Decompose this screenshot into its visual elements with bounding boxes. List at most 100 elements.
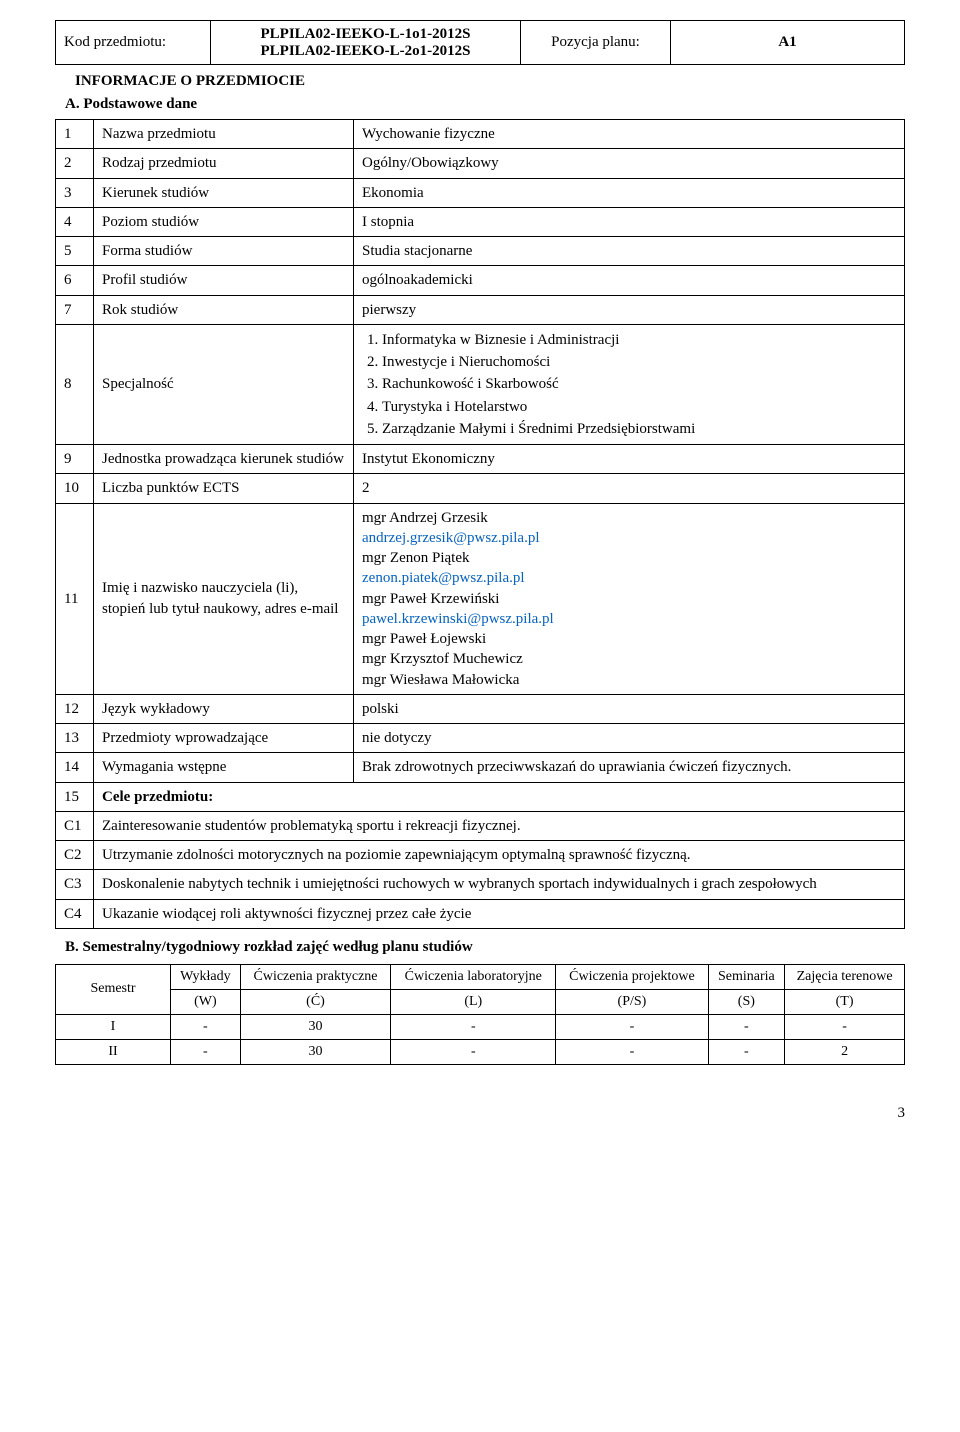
row-key: Wymagania wstępne <box>94 753 354 782</box>
col-cw-lab: Ćwiczenia laboratoryjne <box>391 964 556 989</box>
spec-item: Inwestycje i Nieruchomości <box>382 351 896 373</box>
teacher-name: mgr Krzysztof Muchewicz <box>362 649 896 669</box>
row-val: I stopnia <box>354 207 905 236</box>
table-row: 7 Rok studiów pierwszy <box>56 295 905 324</box>
row-key: Poziom studiów <box>94 207 354 236</box>
table-row: 4 Poziom studiów I stopnia <box>56 207 905 236</box>
row-val: Instytut Ekonomiczny <box>354 445 905 474</box>
row-num: 1 <box>56 120 94 149</box>
row-key: Przedmioty wprowadzające <box>94 724 354 753</box>
row-num: C2 <box>56 841 94 870</box>
row-val: pierwszy <box>354 295 905 324</box>
cell: - <box>785 1014 905 1039</box>
row-val: mgr Andrzej Grzesik andrzej.grzesik@pwsz… <box>354 503 905 694</box>
table-row: 10 Liczba punktów ECTS 2 <box>56 474 905 503</box>
table-row: 15 Cele przedmiotu: <box>56 782 905 811</box>
row-val: Doskonalenie nabytych technik i umiejętn… <box>94 870 905 899</box>
table-row: 14 Wymagania wstępne Brak zdrowotnych pr… <box>56 753 905 782</box>
kod-label: Kod przedmiotu: <box>56 21 211 65</box>
row-val: Brak zdrowotnych przeciwwskazań do upraw… <box>354 753 905 782</box>
table-row: C4 Ukazanie wiodącej roli aktywności fiz… <box>56 899 905 928</box>
code-line2: PLPILA02-IEEKO-L-2o1-2012S <box>219 43 512 60</box>
row-num: 7 <box>56 295 94 324</box>
row-num: 8 <box>56 324 94 444</box>
col-seminaria: Seminaria <box>708 964 785 989</box>
teacher-name: mgr Paweł Łojewski <box>362 629 896 649</box>
table-row: 1 Nazwa przedmiotu Wychowanie fizyczne <box>56 120 905 149</box>
row-key: Rok studiów <box>94 295 354 324</box>
row-val: Ukazanie wiodącej roli aktywności fizycz… <box>94 899 905 928</box>
cell: - <box>556 1039 708 1064</box>
teacher-email: zenon.piatek@pwsz.pila.pl <box>362 568 896 588</box>
row-val: Informatyka w Biznesie i Administracji I… <box>354 324 905 444</box>
col-cw-proj: Ćwiczenia projektowe <box>556 964 708 989</box>
table-row: 12 Język wykładowy polski <box>56 694 905 723</box>
section-a-title: A. Podstawowe dane <box>65 96 905 113</box>
row-val: ogólnoakademicki <box>354 266 905 295</box>
teacher-name: mgr Paweł Krzewiński <box>362 589 896 609</box>
col-wyklady: Wykłady <box>171 964 241 989</box>
row-num: 2 <box>56 149 94 178</box>
table-row: 11 Imię i nazwisko nauczyciela (li), sto… <box>56 503 905 694</box>
row-val: 2 <box>354 474 905 503</box>
row-num: 12 <box>56 694 94 723</box>
row-num: 10 <box>56 474 94 503</box>
table-row: 3 Kierunek studiów Ekonomia <box>56 178 905 207</box>
table-row: C1 Zainteresowanie studentów problematyk… <box>56 811 905 840</box>
row-key: Język wykładowy <box>94 694 354 723</box>
row-val: Zainteresowanie studentów problematyką s… <box>94 811 905 840</box>
table-row: 2 Rodzaj przedmiotu Ogólny/Obowiązkowy <box>56 149 905 178</box>
row-key: Imię i nazwisko nauczyciela (li), stopie… <box>94 503 354 694</box>
info-title: INFORMACJE O PRZEDMIOCIE <box>75 73 905 90</box>
cell: - <box>171 1039 241 1064</box>
teacher-name: mgr Andrzej Grzesik <box>362 508 896 528</box>
table-row: C2 Utrzymanie zdolności motorycznych na … <box>56 841 905 870</box>
schedule-table: Semestr Wykłady Ćwiczenia praktyczne Ćwi… <box>55 964 905 1065</box>
section-b-title: B. Semestralny/tygodniowy rozkład zajęć … <box>65 939 905 956</box>
row-key: Liczba punktów ECTS <box>94 474 354 503</box>
schedule-header-row: Semestr Wykłady Ćwiczenia praktyczne Ćwi… <box>56 964 905 989</box>
table-row: 8 Specjalność Informatyka w Biznesie i A… <box>56 324 905 444</box>
code-line1: PLPILA02-IEEKO-L-1o1-2012S <box>219 26 512 43</box>
row-num: 3 <box>56 178 94 207</box>
teacher-email: pawel.krzewinski@pwsz.pila.pl <box>362 609 896 629</box>
row-key: Cele przedmiotu: <box>94 782 905 811</box>
spec-item: Turystyka i Hotelarstwo <box>382 396 896 418</box>
row-num: C3 <box>56 870 94 899</box>
main-table: 1 Nazwa przedmiotu Wychowanie fizyczne 2… <box>55 119 905 929</box>
col-semestr: Semestr <box>56 964 171 1014</box>
table-row: 5 Forma studiów Studia stacjonarne <box>56 237 905 266</box>
schedule-data-row: I - 30 - - - - <box>56 1014 905 1039</box>
row-val: polski <box>354 694 905 723</box>
cell: - <box>708 1014 785 1039</box>
cell: - <box>391 1039 556 1064</box>
row-num: C4 <box>56 899 94 928</box>
cell: - <box>391 1014 556 1039</box>
row-num: 5 <box>56 237 94 266</box>
row-key: Specjalność <box>94 324 354 444</box>
row-key: Kierunek studiów <box>94 178 354 207</box>
spec-item: Rachunkowość i Skarbowość <box>382 373 896 395</box>
code-l: (L) <box>391 989 556 1014</box>
code-c: (Ć) <box>240 989 391 1014</box>
row-num: 15 <box>56 782 94 811</box>
cell: I <box>56 1014 171 1039</box>
spec-item: Informatyka w Biznesie i Administracji <box>382 329 896 351</box>
row-num: 4 <box>56 207 94 236</box>
row-val: Ekonomia <box>354 178 905 207</box>
row-num: 13 <box>56 724 94 753</box>
pozycja-label: Pozycja planu: <box>521 21 671 65</box>
row-key: Profil studiów <box>94 266 354 295</box>
teacher-name: mgr Zenon Piątek <box>362 548 896 568</box>
table-row: 13 Przedmioty wprowadzające nie dotyczy <box>56 724 905 753</box>
cell: - <box>171 1014 241 1039</box>
cell: 30 <box>240 1014 391 1039</box>
cell: II <box>56 1039 171 1064</box>
cell: 2 <box>785 1039 905 1064</box>
row-val: nie dotyczy <box>354 724 905 753</box>
cell: - <box>556 1014 708 1039</box>
row-val: Wychowanie fizyczne <box>354 120 905 149</box>
row-num: 11 <box>56 503 94 694</box>
cell: 30 <box>240 1039 391 1064</box>
code-cell: PLPILA02-IEEKO-L-1o1-2012S PLPILA02-IEEK… <box>211 21 521 65</box>
